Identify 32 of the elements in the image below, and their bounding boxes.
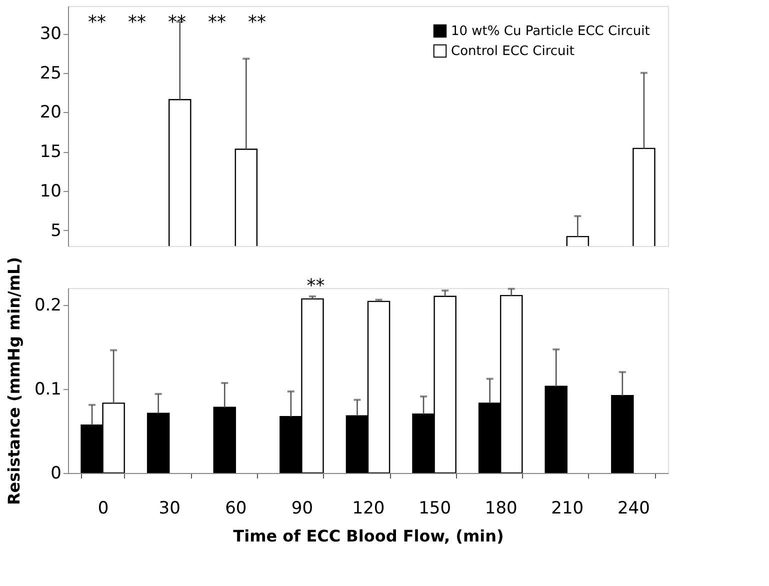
bar (544, 386, 568, 473)
y-tick-label: 15 (40, 142, 62, 162)
x-tick-label: 150 (418, 498, 452, 518)
annotation: ** (208, 12, 226, 33)
y-tick-label: 0.1 (34, 379, 62, 400)
y-tick-label: 30 (40, 24, 62, 44)
x-tick-label: 180 (484, 498, 518, 518)
annotation: ** (88, 12, 106, 33)
x-tick-label: 240 (617, 498, 650, 518)
x-tick-label: 30 (158, 498, 180, 518)
x-tick-label: 90 (291, 498, 314, 518)
x-tick-label: 210 (551, 498, 584, 518)
bar (146, 412, 170, 473)
legend-label: Control ECC Circuit (451, 44, 574, 59)
y-tick-label: 10 (40, 181, 62, 202)
y-tick-label: 0 (50, 464, 62, 484)
y-tick-label: 0.2 (34, 295, 62, 316)
annotation: ** (168, 12, 186, 33)
x-axis-title: Time of ECC Blood Flow, (min) (233, 526, 504, 546)
annotation: ** (248, 12, 266, 33)
y-axis-title: Resistance (mmHg min/mL) (4, 256, 24, 506)
legend-label: 10 wt% Cu Particle ECC Circuit (451, 24, 650, 39)
x-tick-label: 120 (352, 498, 385, 518)
annotation: ** (128, 12, 146, 33)
y-tick-label: 20 (40, 102, 62, 123)
x-tick-label: 60 (225, 498, 247, 518)
annotation: ** (306, 275, 325, 296)
y-tick-label: 5 (50, 220, 62, 241)
bar (213, 406, 236, 473)
y-tick-label: 25 (40, 63, 62, 84)
bar (611, 395, 634, 473)
x-tick-label: 0 (98, 498, 109, 518)
